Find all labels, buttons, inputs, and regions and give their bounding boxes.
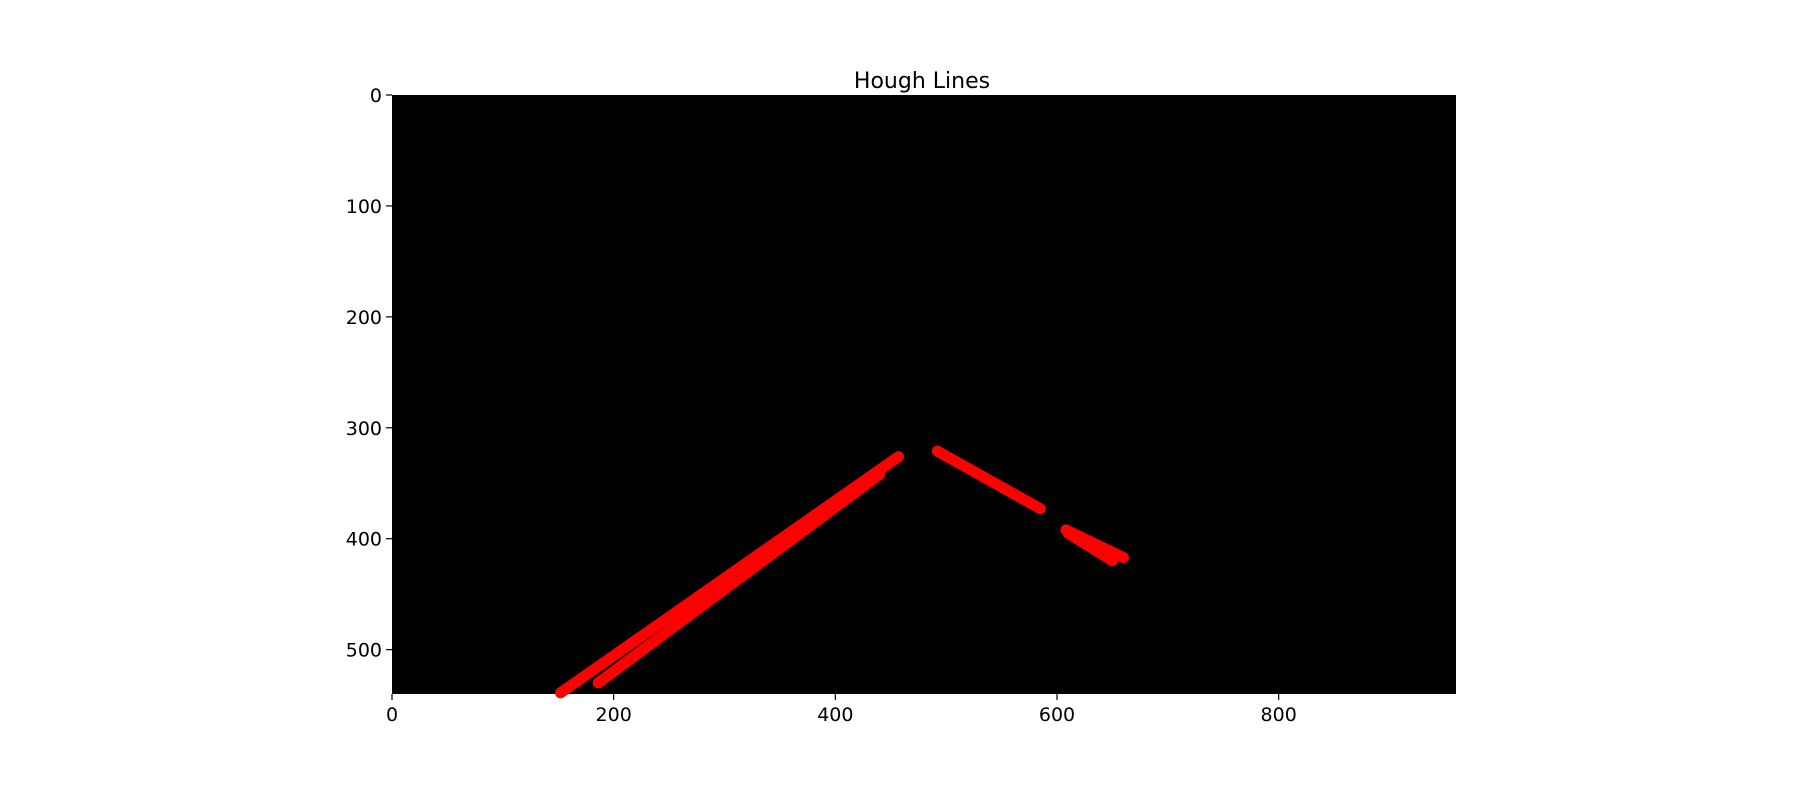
hough-segments [554,445,1129,699]
y-tick-label: 300 [346,418,382,440]
x-tick-label: 200 [596,704,632,726]
image-area [392,95,1456,694]
y-tick-label: 200 [346,307,382,329]
hough-line-2 [592,468,886,689]
y-tick-label: 400 [346,529,382,551]
x-tick-label: 400 [817,704,853,726]
y-tick-label: 100 [346,196,382,218]
hough-line-5 [1062,527,1118,567]
x-tick-label: 800 [1261,704,1297,726]
x-tick-label: 600 [1039,704,1075,726]
hough-line-3 [931,445,1046,515]
y-tick-label: 500 [346,640,382,662]
y-axis: 0 100 200 300 400 500 [346,85,392,662]
x-tick-label: 0 [386,704,398,726]
x-axis: 0 200 400 600 800 [386,694,1297,726]
chart-title: Hough Lines [854,69,990,94]
y-tick-label: 0 [370,85,382,107]
